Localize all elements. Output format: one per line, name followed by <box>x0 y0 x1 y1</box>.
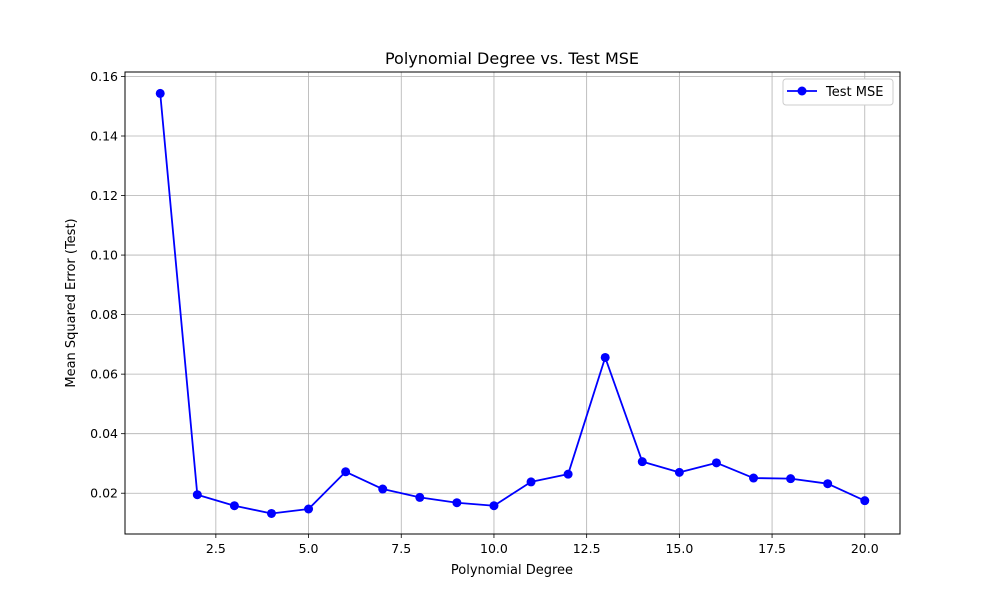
grid <box>125 72 900 534</box>
data-point <box>711 458 721 468</box>
y-tick-label: 0.12 <box>90 188 118 203</box>
x-tick-label: 20.0 <box>851 541 879 556</box>
data-point <box>563 469 573 479</box>
data-point <box>786 474 796 484</box>
data-point <box>637 457 647 467</box>
x-axis-label: Polynomial Degree <box>451 563 573 578</box>
series-line <box>159 93 866 515</box>
series-layer <box>155 88 870 518</box>
data-point <box>860 496 870 506</box>
y-tick-label: 0.04 <box>90 426 118 441</box>
data-point <box>415 492 425 502</box>
legend: Test MSE <box>782 78 894 106</box>
data-point <box>341 467 351 477</box>
y-axis-ticks: 0.02 0.04 0.06 0.08 0.10 0.12 0.14 0.16 <box>90 69 125 501</box>
legend-frame <box>782 78 894 106</box>
legend-label: Test MSE <box>825 85 883 100</box>
data-point <box>600 352 610 362</box>
data-point <box>452 498 462 508</box>
x-tick-label: 15.0 <box>665 541 693 556</box>
y-tick-label: 0.08 <box>90 307 118 322</box>
legend-point-marker <box>797 86 807 96</box>
data-point <box>749 473 759 483</box>
y-tick-label: 0.16 <box>90 69 118 84</box>
y-tick-label: 0.02 <box>90 486 118 501</box>
data-point <box>229 501 239 511</box>
data-point <box>155 88 165 98</box>
y-tick-label: 0.06 <box>90 367 118 382</box>
x-tick-label: 17.5 <box>758 541 786 556</box>
data-point <box>378 484 388 494</box>
data-point <box>526 477 536 487</box>
plot-area-frame <box>124 71 901 535</box>
x-tick-label: 7.5 <box>391 541 411 556</box>
data-point <box>266 508 276 518</box>
y-tick-label: 0.14 <box>90 129 118 144</box>
x-tick-label: 5.0 <box>299 541 319 556</box>
x-tick-label: 12.5 <box>573 541 601 556</box>
x-tick-label: 10.0 <box>480 541 508 556</box>
x-axis-ticks: 2.5 5.0 7.5 10.0 12.5 15.0 17.5 20.0 <box>206 534 879 556</box>
data-point <box>192 490 202 500</box>
x-tick-label: 2.5 <box>206 541 226 556</box>
data-point <box>489 501 499 511</box>
data-point <box>304 504 314 514</box>
y-tick-label: 0.10 <box>90 248 118 263</box>
chart-title: Polynomial Degree vs. Test MSE <box>385 49 639 68</box>
y-axis-label: Mean Squared Error (Test) <box>64 218 79 387</box>
data-point <box>823 479 833 489</box>
data-point <box>674 467 684 477</box>
